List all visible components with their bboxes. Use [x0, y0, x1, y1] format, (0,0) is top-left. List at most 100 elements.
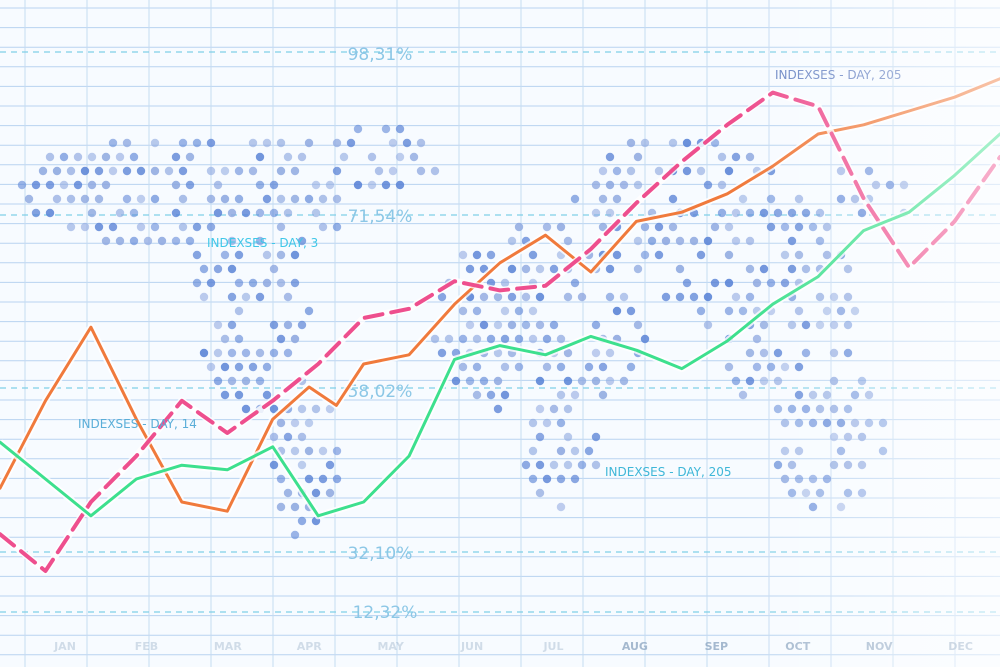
map-dot — [206, 278, 216, 288]
map-dot — [248, 278, 258, 288]
map-dot — [234, 278, 244, 288]
map-dot — [773, 460, 783, 470]
map-dot — [80, 166, 90, 176]
map-dot — [822, 250, 832, 260]
map-dot — [780, 250, 790, 260]
map-dot — [801, 488, 811, 498]
map-dot — [101, 152, 111, 162]
map-dot — [493, 404, 503, 414]
map-dot — [297, 320, 307, 330]
map-dot — [465, 264, 475, 274]
map-dot — [381, 124, 391, 134]
map-dot — [570, 194, 580, 204]
map-dot — [353, 180, 363, 190]
map-dot — [199, 292, 209, 302]
map-dot — [528, 474, 538, 484]
map-dot — [787, 236, 797, 246]
map-dot — [563, 376, 573, 386]
map-dot — [577, 460, 587, 470]
map-dot — [276, 278, 286, 288]
map-dot — [311, 404, 321, 414]
map-dot — [556, 390, 566, 400]
map-dot — [808, 390, 818, 400]
map-dot — [178, 166, 188, 176]
map-dot — [850, 194, 860, 204]
map-dot — [24, 194, 34, 204]
map-dot — [738, 390, 748, 400]
map-dot — [269, 180, 279, 190]
map-dot — [801, 320, 811, 330]
map-dot — [192, 222, 202, 232]
map-dot — [612, 250, 622, 260]
map-dot — [255, 236, 265, 246]
map-dot — [66, 166, 76, 176]
map-dot — [787, 264, 797, 274]
map-dot — [297, 404, 307, 414]
map-dot — [745, 376, 755, 386]
map-dot — [472, 390, 482, 400]
map-dot — [682, 278, 692, 288]
map-dot — [437, 292, 447, 302]
map-dot — [87, 208, 97, 218]
map-dot — [801, 264, 811, 274]
map-dot — [591, 180, 601, 190]
map-dot — [633, 264, 643, 274]
map-dot — [717, 180, 727, 190]
map-dot — [332, 194, 342, 204]
map-dot — [745, 236, 755, 246]
map-dot — [563, 404, 573, 414]
map-dot — [402, 138, 412, 148]
x-tick-label: SEP — [705, 640, 729, 653]
map-dot — [206, 194, 216, 204]
map-dot — [269, 460, 279, 470]
map-dot — [52, 166, 62, 176]
map-dot — [829, 320, 839, 330]
map-dot — [773, 404, 783, 414]
map-dot — [472, 334, 482, 344]
map-dot — [290, 166, 300, 176]
map-dot — [108, 138, 118, 148]
map-dot — [836, 194, 846, 204]
map-dot — [843, 404, 853, 414]
map-dot — [864, 418, 874, 428]
map-dot — [241, 404, 251, 414]
map-dot — [129, 208, 139, 218]
map-dot — [766, 362, 776, 372]
map-dot — [269, 404, 279, 414]
map-dot — [843, 320, 853, 330]
map-dot — [276, 334, 286, 344]
map-dot — [780, 446, 790, 456]
map-dot — [234, 306, 244, 316]
map-dot — [185, 180, 195, 190]
map-dot — [556, 502, 566, 512]
map-dot — [304, 446, 314, 456]
map-dot — [724, 306, 734, 316]
annotation-label: INDEXSES - DAY, 205 — [775, 68, 902, 82]
x-tick-label: JAN — [53, 640, 76, 653]
map-dot — [115, 236, 125, 246]
map-dot — [108, 166, 118, 176]
map-dot — [766, 222, 776, 232]
map-dot — [255, 376, 265, 386]
map-dot — [836, 306, 846, 316]
map-dot — [38, 166, 48, 176]
map-dot — [759, 376, 769, 386]
map-dot — [731, 152, 741, 162]
map-dot — [794, 222, 804, 232]
map-dot — [213, 320, 223, 330]
map-dot — [528, 446, 538, 456]
map-dot — [227, 208, 237, 218]
map-dot — [843, 488, 853, 498]
map-dot — [717, 208, 727, 218]
map-dot — [220, 166, 230, 176]
map-dot — [556, 446, 566, 456]
map-dot — [717, 152, 727, 162]
map-dot — [472, 250, 482, 260]
map-dot — [500, 334, 510, 344]
map-dot — [591, 320, 601, 330]
map-dot — [843, 460, 853, 470]
map-dot — [437, 348, 447, 358]
map-dot — [507, 292, 517, 302]
map-dot — [220, 194, 230, 204]
map-dot — [122, 166, 132, 176]
